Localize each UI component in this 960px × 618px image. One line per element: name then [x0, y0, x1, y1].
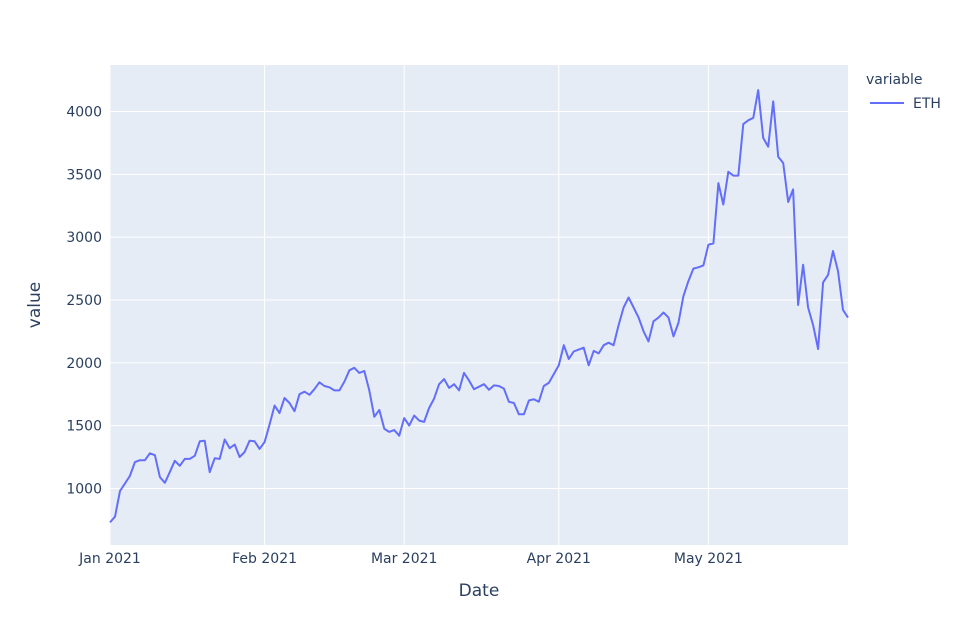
x-tick-label: May 2021 [674, 551, 743, 567]
x-axis-tick-labels: Jan 2021 Feb 2021 Mar 2021 Apr 2021 May 2021 [78, 551, 743, 567]
plot-background [110, 65, 848, 545]
y-tick-label: 3500 [66, 167, 102, 183]
legend-label-eth[interactable]: ETH [913, 96, 941, 112]
y-axis-tick-labels: 1000 1500 2000 2500 3000 3500 4000 [66, 104, 102, 497]
series-lines [109, 89, 849, 524]
y-tick-label: 2000 [66, 356, 102, 372]
x-tick-label: Apr 2021 [527, 551, 591, 567]
x-axis-title: Date [459, 581, 500, 601]
legend[interactable]: variable ETH [866, 72, 941, 112]
legend-title: variable [866, 72, 922, 88]
x-tick-label: Jan 2021 [78, 551, 141, 567]
series-line-eth [109, 89, 849, 524]
y-tick-label: 1000 [66, 481, 102, 497]
x-tick-label: Feb 2021 [232, 551, 297, 567]
y-axis-title: value [25, 282, 45, 328]
y-tick-label: 4000 [66, 104, 102, 120]
y-tick-label: 3000 [66, 230, 102, 246]
y-tick-label: 1500 [66, 419, 102, 435]
y-tick-label: 2500 [66, 293, 102, 309]
x-tick-label: Mar 2021 [371, 551, 438, 567]
gridlines [109, 65, 848, 545]
